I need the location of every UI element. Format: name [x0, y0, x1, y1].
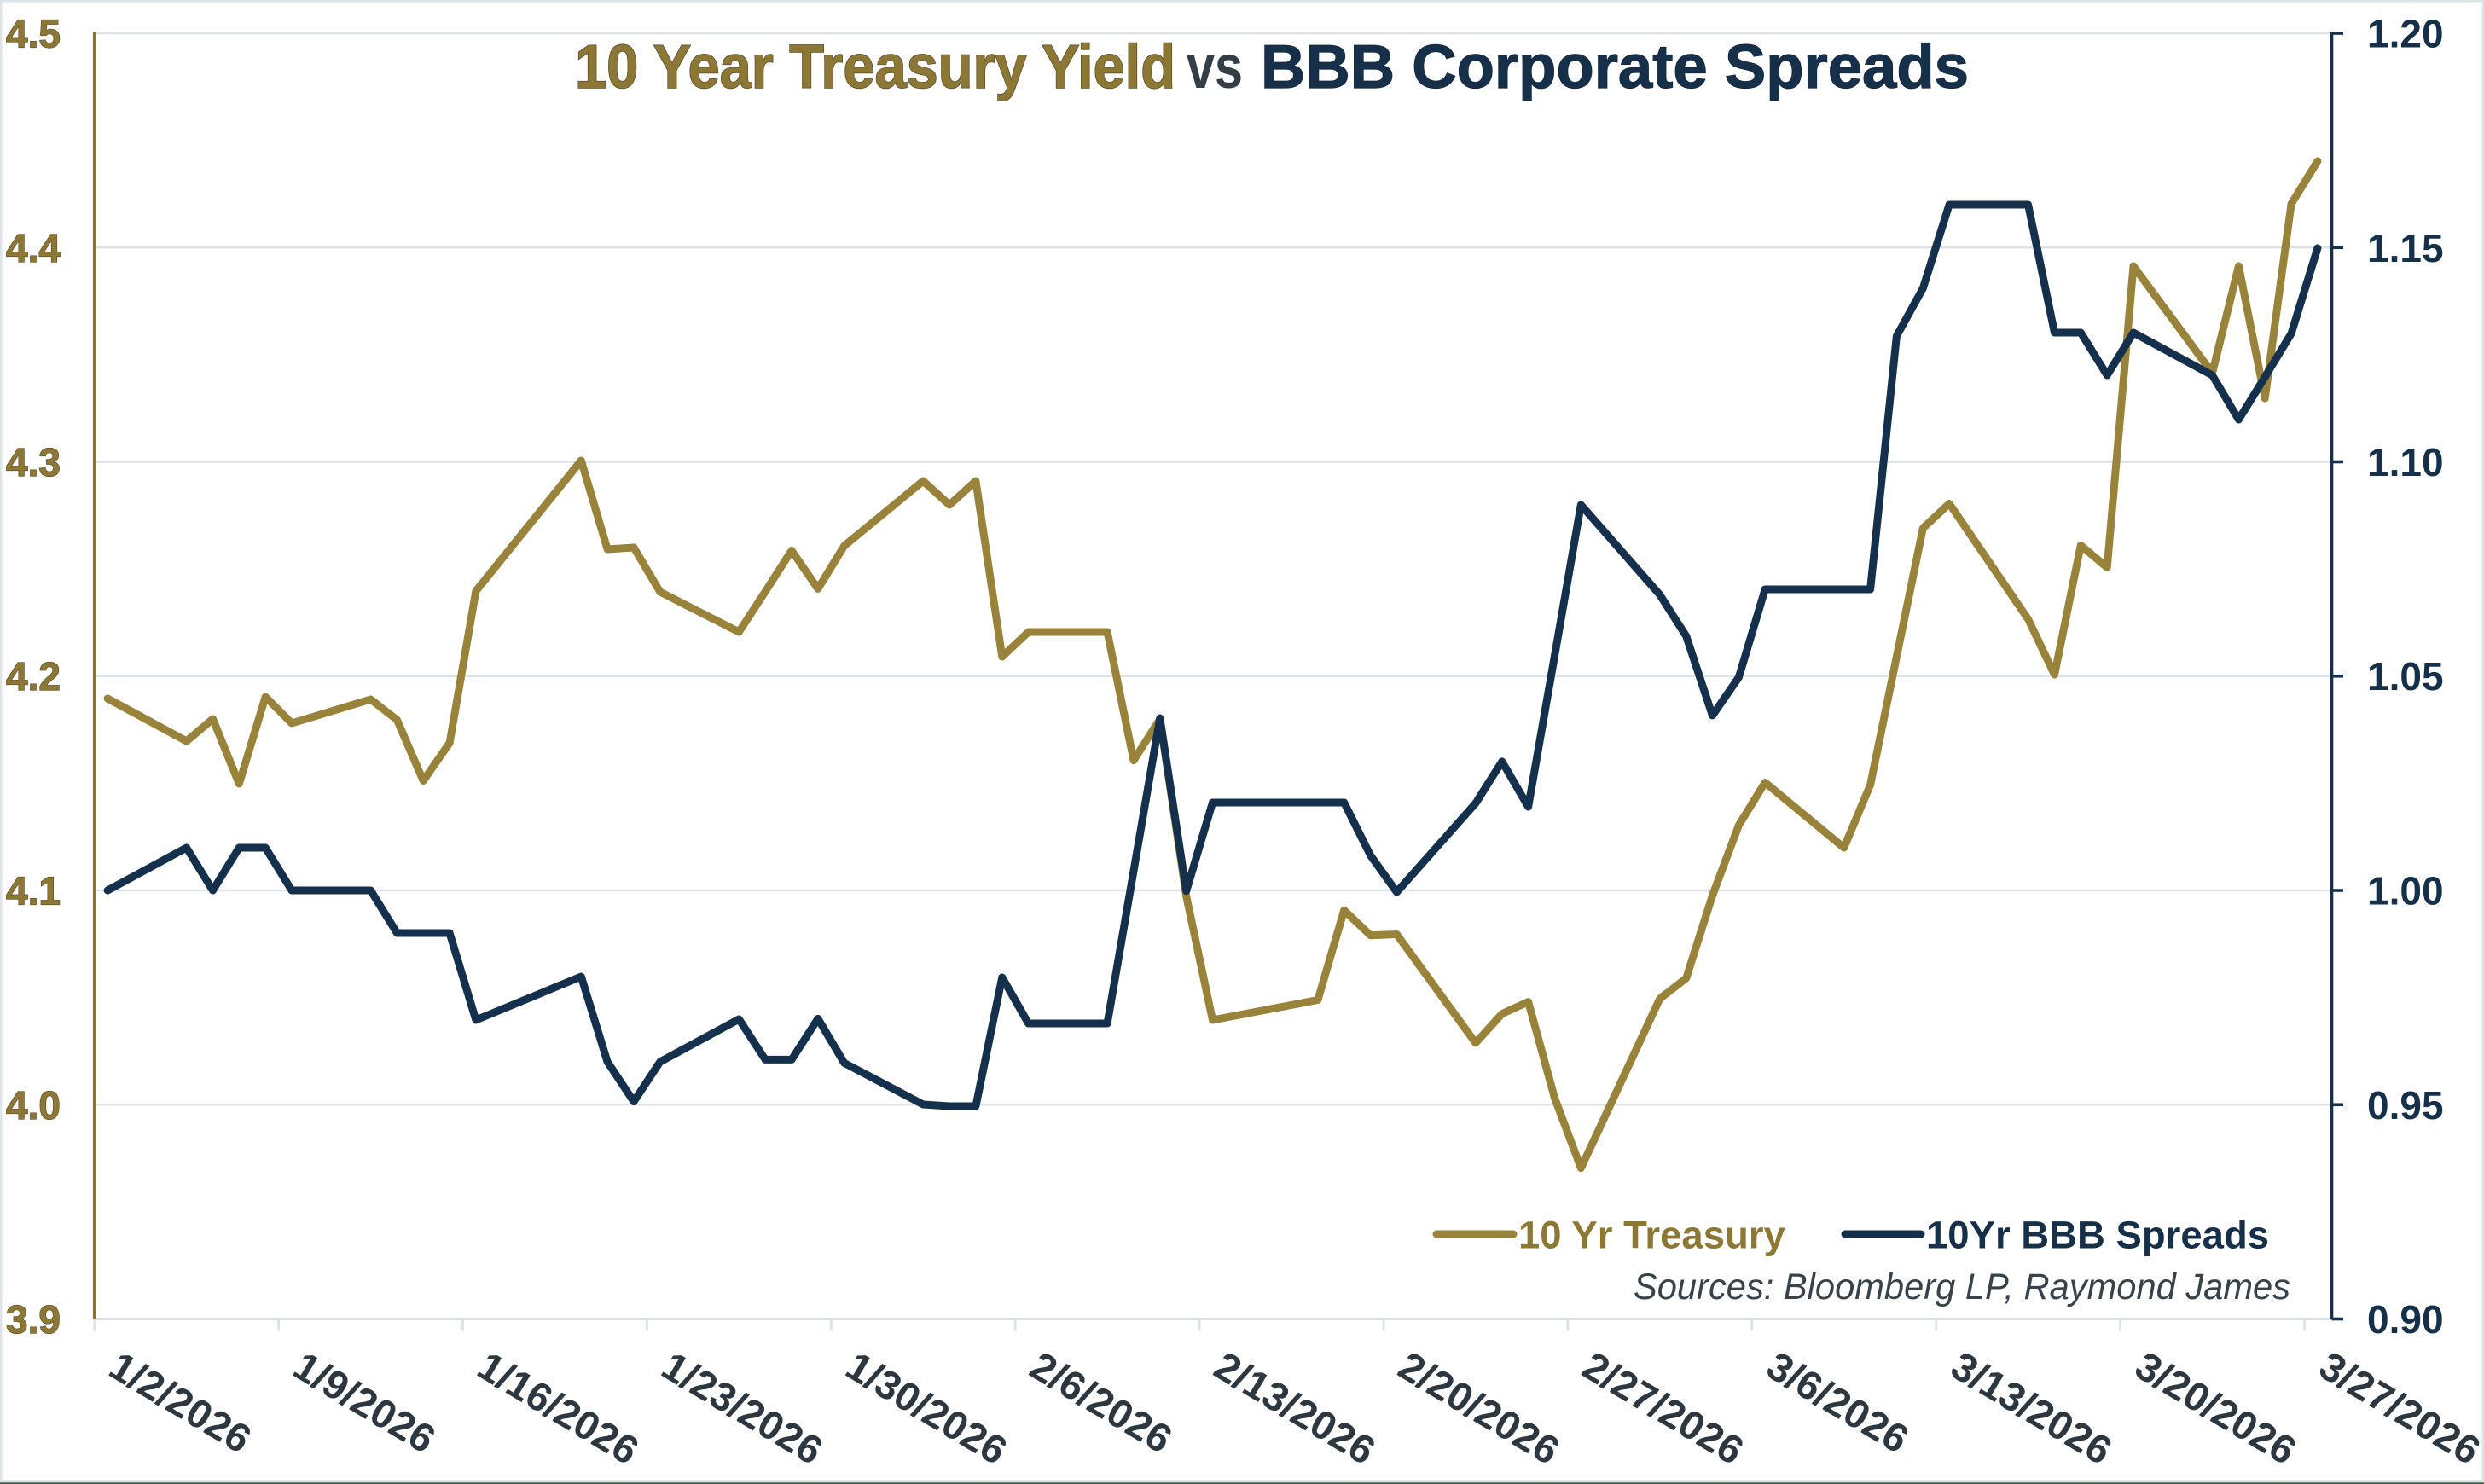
svg-text:1.15: 1.15 — [2367, 226, 2444, 270]
svg-text:0.95: 0.95 — [2367, 1083, 2444, 1127]
svg-text:4.5: 4.5 — [6, 12, 61, 56]
svg-text:4.2: 4.2 — [6, 654, 61, 699]
svg-text:3.9: 3.9 — [6, 1297, 61, 1342]
svg-text:Sources: Bloomberg LP, Raymond: Sources: Bloomberg LP, Raymond James — [1634, 1267, 2290, 1307]
svg-text:1.00: 1.00 — [2367, 869, 2444, 913]
svg-text:1.10: 1.10 — [2367, 440, 2444, 484]
svg-text:4.1: 4.1 — [6, 869, 61, 913]
svg-text:4.3: 4.3 — [6, 440, 61, 484]
svg-text:1.05: 1.05 — [2367, 654, 2444, 699]
svg-text:10 Yr Treasury: 10 Yr Treasury — [1518, 1214, 1786, 1257]
svg-text:4.0: 4.0 — [6, 1083, 61, 1127]
svg-text:10Yr BBB Spreads: 10Yr BBB Spreads — [1926, 1214, 2269, 1257]
svg-text:4.4: 4.4 — [6, 226, 61, 270]
svg-text:0.90: 0.90 — [2367, 1297, 2444, 1342]
svg-text:1.20: 1.20 — [2367, 12, 2444, 56]
